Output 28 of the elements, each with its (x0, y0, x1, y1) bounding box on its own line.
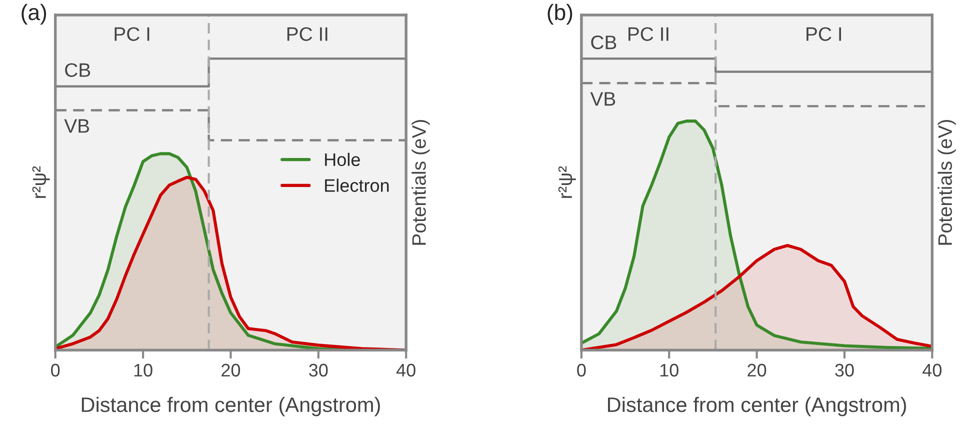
x-tick-label: 30 (309, 364, 328, 377)
band-label: PC II (628, 27, 668, 41)
text: CB (591, 36, 616, 50)
x-tick-label: 30 (835, 364, 854, 377)
y2-axis-title: Potentials (eV) (938, 120, 956, 245)
x-tick-label: 0 (51, 364, 60, 377)
y-axis-title: r²ψ² (32, 166, 50, 198)
annotation: VB (590, 92, 616, 106)
x-tick-label: 10 (660, 364, 678, 377)
x-tick-label: 20 (748, 364, 766, 377)
chart-title: (b) (548, 4, 572, 25)
annotation: VB (64, 119, 90, 133)
x-tick-label: 0 (577, 364, 586, 377)
band-label: PC II (287, 27, 328, 41)
x-tick-label: 20 (222, 364, 240, 377)
band-label: PC I (114, 27, 150, 41)
legend-label: Hole (325, 152, 360, 166)
y2-axis-title: Potentials (eV) (412, 120, 430, 245)
x-tick-label: 40 (922, 364, 942, 377)
x-tick-label: 40 (396, 364, 416, 377)
x-axis-title: Distance from center (Angstrom) (608, 396, 906, 416)
annotation: CB (65, 63, 90, 77)
x-axis-title: Distance from center (Angstrom) (82, 396, 380, 416)
chart-title: (a) (22, 4, 46, 25)
y-axis-title: r²ψ² (558, 166, 576, 198)
legend-label: Electron (325, 178, 389, 192)
band-label: PC I (806, 27, 841, 41)
x-tick-label: 10 (134, 364, 152, 377)
